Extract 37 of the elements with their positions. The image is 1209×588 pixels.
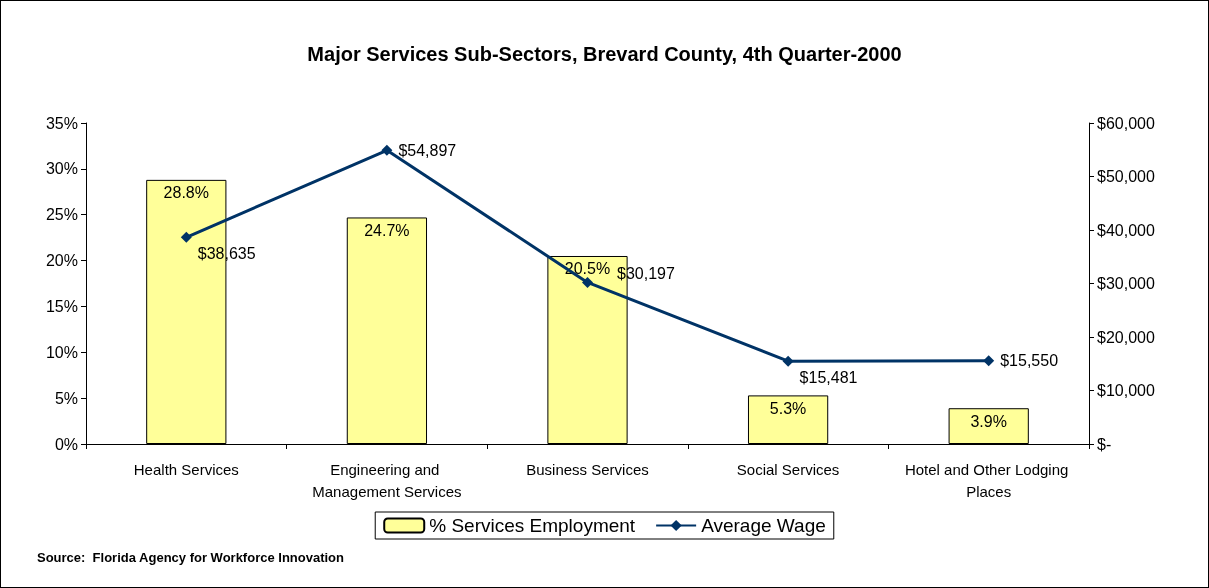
y-tick-label: 20% <box>45 252 78 270</box>
point <box>381 144 393 156</box>
y-tick-label: 5% <box>54 389 78 407</box>
x-tick-label: Hotel and Other Lodging Places <box>904 460 1073 500</box>
data-label: $15,550 <box>1000 352 1059 370</box>
point <box>983 355 995 367</box>
chart-title: Major Services Sub-Sectors, Brevard County, 4th Quarter-2000 <box>307 43 902 65</box>
legend-label: % Services Employment <box>429 515 636 536</box>
y2-tick-label: $10,000 <box>1097 382 1155 399</box>
x-tick-label: Engineering and Management Services <box>312 460 462 500</box>
point <box>180 231 192 243</box>
y2-tick-label: $60,000 <box>1097 114 1155 132</box>
data-label: 3.9% <box>970 412 1007 430</box>
y2-tick-label: $40,000 <box>1097 221 1155 239</box>
data-label: 20.5% <box>564 260 611 278</box>
data-label: 5.3% <box>769 399 807 417</box>
y-tick-label: 15% <box>45 297 78 315</box>
y-tick-label: 10% <box>45 343 78 361</box>
y-tick-label: 25% <box>45 206 78 224</box>
y-tick-label: 30% <box>45 160 78 178</box>
point <box>582 276 593 288</box>
x-tick-label: Health Services <box>133 460 239 478</box>
y2-tick-label: $50,000 <box>1097 168 1155 185</box>
legend-label: Average Wage <box>701 515 826 536</box>
source-note: Source: Florida Agency for Workforce Innovation <box>37 550 345 565</box>
data-label: 28.8% <box>163 184 209 202</box>
y2-tick-label: $30,000 <box>1097 275 1155 292</box>
y2-tick-label: $20,000 <box>1097 328 1155 346</box>
data-label: $54,897 <box>398 141 457 159</box>
point <box>782 355 794 367</box>
data-label: 24.7% <box>364 221 410 239</box>
y-tick-label: 0% <box>54 435 78 453</box>
y2-tick-label: $- <box>1097 435 1112 453</box>
y-tick-label: 35% <box>45 114 78 132</box>
x-tick-label: Business Services <box>526 460 649 478</box>
data-label: $15,481 <box>799 368 858 386</box>
x-tick-label: Social Services <box>736 460 840 478</box>
